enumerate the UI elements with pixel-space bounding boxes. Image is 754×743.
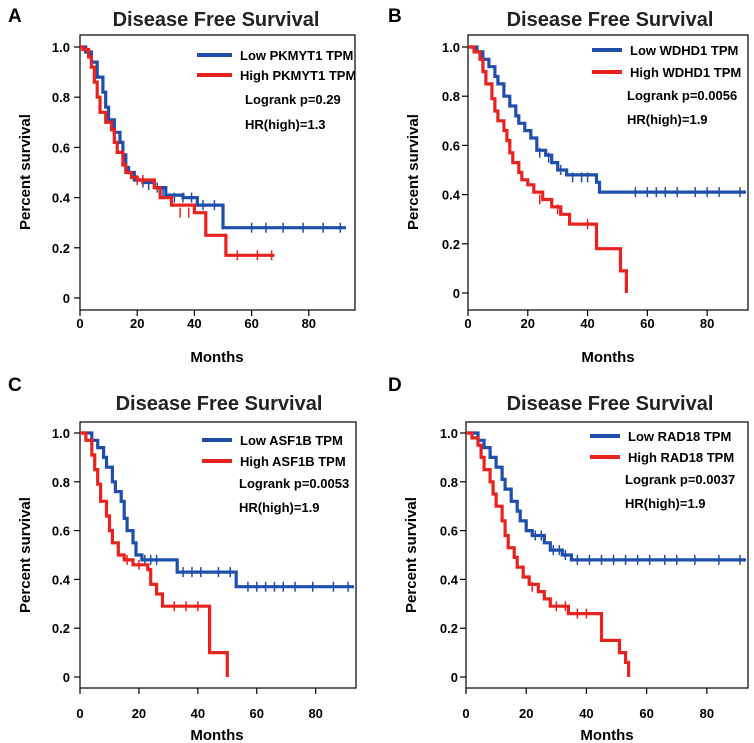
y-tick-label: 0 (453, 286, 460, 301)
logrank-p-value: Logrank p=0.0056 (627, 88, 737, 103)
y-tick-label: 0.8 (52, 90, 70, 105)
survival-curve-low (80, 431, 354, 589)
panel-a: A Disease Free Survival Months Percent s… (8, 6, 356, 366)
y-tick-label: 0 (451, 670, 458, 685)
y-tick-label: 0.2 (440, 621, 458, 636)
y-tick-label: 0.4 (52, 572, 71, 587)
panel-b: B Disease Free Survival Months Percent s… (388, 6, 749, 366)
x-tick-label: 40 (187, 316, 201, 331)
legend-label-high: High ASF1B TPM (240, 454, 346, 469)
survival-curve-high (468, 45, 628, 293)
chart-title: Disease Free Survival (507, 393, 714, 415)
chart-title: Disease Free Survival (113, 9, 320, 31)
x-tick-label: 20 (519, 706, 533, 721)
logrank-p-value: Logrank p=0.0053 (239, 476, 349, 491)
x-tick-label: 60 (640, 316, 654, 331)
y-tick-label: 0 (63, 291, 70, 306)
panel-c: C Disease Free Survival Months Percent s… (8, 375, 357, 743)
y-tick-label: 0.6 (442, 138, 460, 153)
plot-frame (79, 34, 356, 311)
survival-curve-high (466, 431, 631, 677)
x-tick-label: 0 (76, 706, 83, 721)
y-tick-label: 0.4 (52, 191, 71, 206)
y-tick-label: 0.4 (440, 572, 459, 587)
plot-frame (467, 34, 749, 311)
x-tick-label: 20 (132, 706, 146, 721)
y-tick-label: 1.0 (440, 426, 458, 441)
x-axis-label: Months (190, 349, 243, 366)
survival-curve-high (80, 45, 275, 257)
survival-curve-low (468, 45, 746, 194)
logrank-p-value: Logrank p=0.0037 (625, 472, 735, 487)
legend-label-low: Low RAD18 TPM (628, 429, 731, 444)
y-tick-label: 0.4 (442, 188, 461, 203)
panel-letter: A (8, 6, 22, 27)
chart-title: Disease Free Survival (116, 393, 323, 415)
y-tick-label: 0 (63, 670, 70, 685)
survival-curve-high (80, 431, 229, 677)
legend-label-low: Low PKMYT1 TPM (240, 48, 353, 63)
x-tick-label: 0 (76, 316, 83, 331)
panel-d: D Disease Free Survival Months Percent s… (388, 375, 749, 743)
plot-frame (79, 421, 357, 689)
x-tick-label: 40 (580, 316, 594, 331)
y-tick-label: 0.8 (52, 475, 70, 490)
x-tick-label: 20 (130, 316, 144, 331)
y-tick-label: 0.6 (440, 524, 458, 539)
survival-curve-low (466, 431, 746, 562)
x-axis-label: Months (190, 727, 243, 743)
legend-label-low: Low ASF1B TPM (240, 433, 343, 448)
y-tick-label: 0.8 (440, 475, 458, 490)
x-tick-label: 80 (308, 706, 322, 721)
x-tick-label: 80 (302, 316, 316, 331)
x-tick-label: 60 (250, 706, 264, 721)
y-tick-label: 0.6 (52, 524, 70, 539)
legend-label-high: High WDHD1 TPM (630, 65, 741, 80)
hazard-ratio: HR(high)=1.9 (627, 112, 708, 127)
x-axis-label: Months (580, 727, 633, 743)
y-axis-label: Percent survival (403, 497, 420, 613)
x-tick-label: 40 (191, 706, 205, 721)
x-tick-label: 40 (579, 706, 593, 721)
y-tick-label: 1.0 (52, 40, 70, 55)
y-axis-label: Percent survival (17, 114, 34, 230)
legend-label-high: High RAD18 TPM (628, 450, 734, 465)
x-tick-label: 80 (700, 706, 714, 721)
x-tick-label: 80 (700, 316, 714, 331)
y-tick-label: 0.2 (442, 237, 460, 252)
logrank-p-value: Logrank p=0.29 (245, 92, 341, 107)
hazard-ratio: HR(high)=1.9 (625, 496, 706, 511)
y-tick-label: 1.0 (442, 40, 460, 55)
y-axis-label: Percent survival (405, 114, 422, 230)
plot-frame (465, 421, 749, 689)
panel-letter: C (8, 375, 22, 396)
panel-letter: D (388, 375, 402, 396)
hazard-ratio: HR(high)=1.9 (239, 500, 320, 515)
legend-label-high: High PKMYT1 TPM (240, 68, 356, 83)
y-axis-label: Percent survival (17, 497, 34, 613)
legend-label-low: Low WDHD1 TPM (630, 43, 738, 58)
hazard-ratio: HR(high)=1.3 (245, 117, 326, 132)
x-tick-label: 0 (464, 316, 471, 331)
x-tick-label: 60 (244, 316, 258, 331)
y-tick-label: 0.2 (52, 621, 70, 636)
x-tick-label: 60 (639, 706, 653, 721)
x-tick-label: 0 (462, 706, 469, 721)
x-tick-label: 20 (521, 316, 535, 331)
chart-title: Disease Free Survival (507, 9, 714, 31)
y-tick-label: 0.6 (52, 140, 70, 155)
y-tick-label: 0.8 (442, 89, 460, 104)
panel-letter: B (388, 6, 402, 27)
x-axis-label: Months (581, 349, 634, 366)
y-tick-label: 1.0 (52, 426, 70, 441)
y-tick-label: 0.2 (52, 241, 70, 256)
